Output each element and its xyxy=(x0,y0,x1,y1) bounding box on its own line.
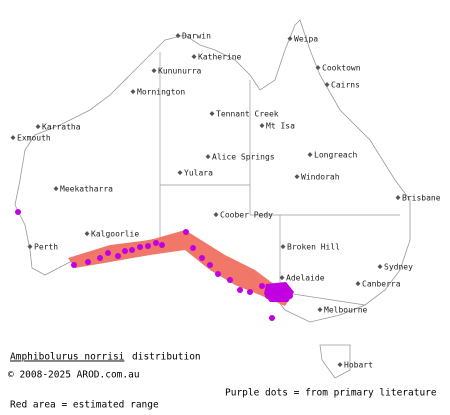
occurrence-dot xyxy=(137,244,143,250)
town-marker xyxy=(27,244,33,250)
town-marker xyxy=(53,186,59,192)
occurrence-dot xyxy=(269,315,275,321)
occurrence-dot xyxy=(145,243,151,249)
town-label: Yulara xyxy=(184,169,213,178)
town-marker xyxy=(279,275,285,281)
town-marker xyxy=(177,170,183,176)
town-label: Kalgoorlie xyxy=(91,230,139,239)
occurrence-dot xyxy=(227,277,233,283)
town-label: Hobart xyxy=(344,361,373,370)
town-marker xyxy=(337,362,343,368)
town-label: Tennant Creek xyxy=(216,110,279,119)
town-marker xyxy=(151,68,157,74)
town-label: Adelaide xyxy=(286,274,325,283)
town-marker xyxy=(35,124,41,130)
copyright: © 2008-2025 AROD.com.au xyxy=(8,370,140,381)
town-marker xyxy=(315,65,321,71)
occurrence-dot xyxy=(190,245,196,251)
occurrence-dot xyxy=(207,262,213,268)
towns: Darwin Weipa Katherine Kununurra Cooktown Cai… xyxy=(10,32,441,370)
town-marker xyxy=(317,307,323,313)
town-label: Mt Isa xyxy=(266,122,295,131)
town-label: Sydney xyxy=(384,263,413,272)
town-label: Perth xyxy=(34,243,58,252)
occurrence-dot xyxy=(115,253,121,259)
occurrence-dot xyxy=(122,248,128,254)
occurrence-dot xyxy=(15,209,21,215)
red-legend: Red area = estimated range xyxy=(10,400,159,411)
occurrence-dot xyxy=(71,262,77,268)
occurrence-dot xyxy=(199,255,205,261)
town-label: Kununurra xyxy=(158,67,202,76)
species-name: Amphibolurus norrisi xyxy=(10,352,125,363)
occurrence-dot xyxy=(85,259,91,265)
town-label: Karratha xyxy=(42,123,81,132)
town-label: Coober Pedy xyxy=(220,211,273,220)
town-label: Longreach xyxy=(314,151,358,160)
town-marker xyxy=(213,212,219,218)
town-label: Broken Hill xyxy=(287,243,340,252)
town-marker xyxy=(287,36,293,42)
town-label: Brisbane xyxy=(402,194,441,203)
town-label: Katherine xyxy=(198,53,242,62)
occurrence-dot xyxy=(153,240,159,246)
town-label: Exmouth xyxy=(17,134,51,143)
town-marker xyxy=(280,244,286,250)
town-label: Windorah xyxy=(301,173,340,182)
occurrence-cluster xyxy=(264,282,294,302)
town-marker xyxy=(84,231,90,237)
occurrence-dot xyxy=(97,255,103,261)
occurrence-dot xyxy=(247,289,253,295)
town-label: Canberra xyxy=(362,280,401,289)
town-marker xyxy=(294,174,300,180)
town-label: Alice Springs xyxy=(212,153,275,162)
purple-legend: Purple dots = from primary literature xyxy=(225,388,437,399)
town-label: Melbourne xyxy=(324,306,368,315)
occurrence-dot xyxy=(259,283,265,289)
town-label: Cooktown xyxy=(322,64,361,73)
town-marker xyxy=(259,123,265,129)
occurrence-dot xyxy=(105,250,111,256)
town-marker xyxy=(324,82,330,88)
occurrence-dots xyxy=(15,209,294,321)
occurrence-dot xyxy=(129,247,135,253)
state-borders xyxy=(159,52,400,306)
town-marker xyxy=(395,195,401,201)
occurrence-dot xyxy=(159,242,165,248)
occurrence-dot xyxy=(237,287,243,293)
town-marker xyxy=(205,154,211,160)
town-marker xyxy=(10,135,16,141)
town-label: Meekatharra xyxy=(60,185,113,194)
town-marker xyxy=(130,89,136,95)
town-label: Mornington xyxy=(137,88,185,97)
town-marker xyxy=(355,281,361,287)
town-label: Darwin xyxy=(182,32,211,41)
occurrence-dot xyxy=(183,229,189,235)
town-marker xyxy=(307,152,313,158)
town-marker xyxy=(209,111,215,117)
occurrence-dot xyxy=(215,271,221,277)
town-marker xyxy=(377,264,383,270)
town-label: Weipa xyxy=(294,35,318,44)
town-label: Cairns xyxy=(331,81,360,90)
distribution-label: distribution xyxy=(132,352,201,363)
tasmania-outline xyxy=(319,344,351,379)
